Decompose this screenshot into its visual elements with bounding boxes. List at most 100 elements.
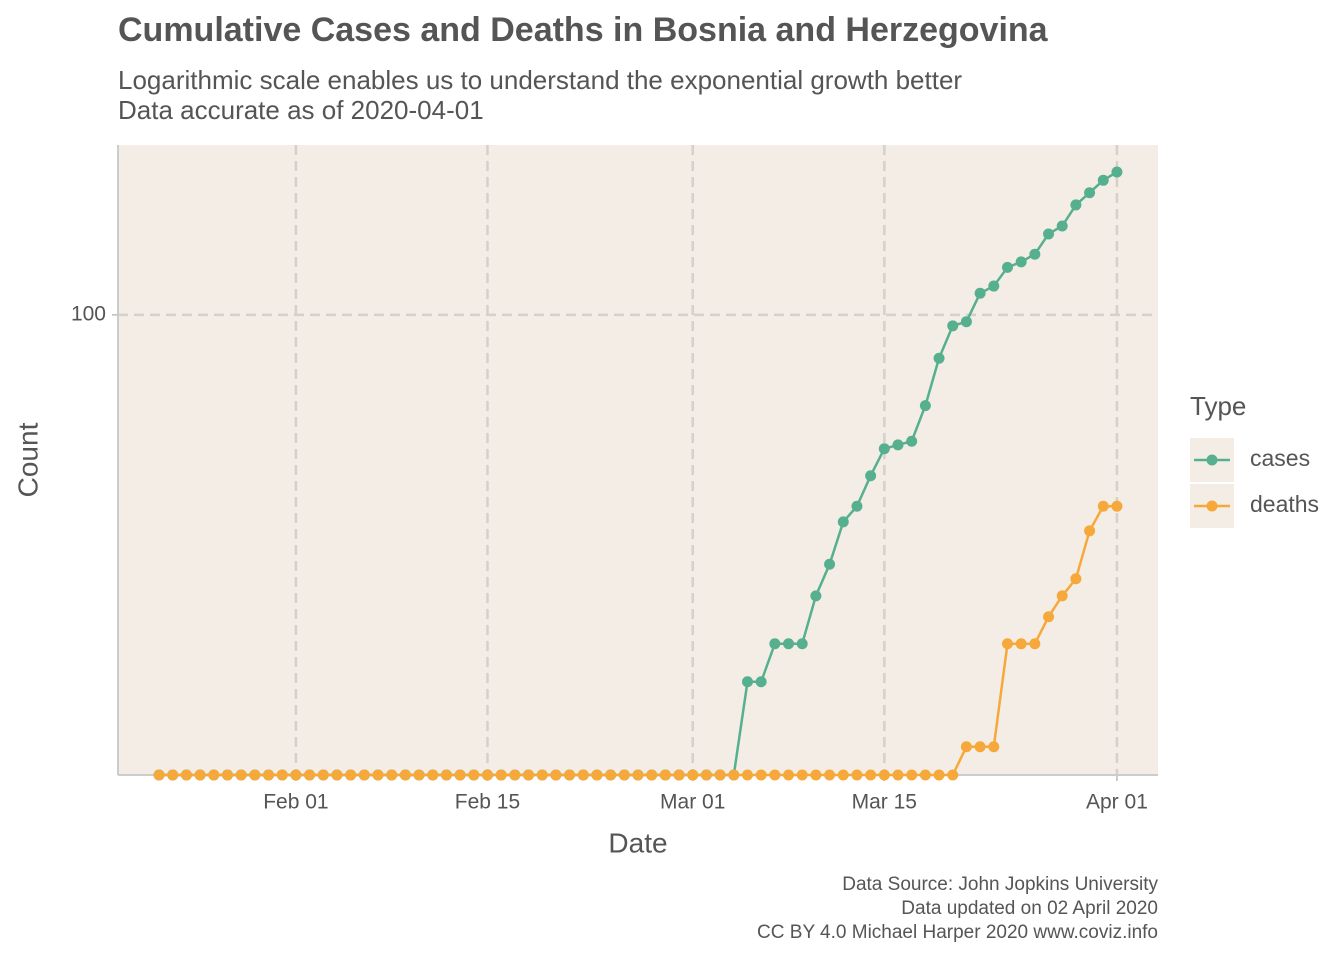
data-point — [331, 769, 343, 781]
data-point — [550, 769, 562, 781]
data-point — [960, 741, 972, 753]
caption: Data updated on 02 April 2020 — [901, 898, 1158, 919]
x-axis-title: Date — [608, 827, 667, 858]
data-point — [947, 769, 959, 781]
data-point — [933, 352, 945, 364]
data-point — [249, 769, 261, 781]
data-point — [564, 769, 576, 781]
data-point — [1029, 638, 1041, 650]
data-point — [769, 769, 781, 781]
data-point — [605, 769, 617, 781]
chart-title: Cumulative Cases and Deaths in Bosnia an… — [118, 11, 1049, 49]
data-point — [933, 769, 945, 781]
data-point — [1084, 187, 1096, 199]
data-point — [180, 769, 192, 781]
legend-title: Type — [1190, 391, 1246, 421]
data-point — [1043, 228, 1055, 240]
data-point — [974, 741, 986, 753]
data-point — [865, 470, 877, 482]
data-point — [317, 769, 329, 781]
data-point — [728, 769, 740, 781]
data-point — [741, 769, 753, 781]
data-point — [769, 638, 781, 650]
data-point — [824, 769, 836, 781]
x-tick-label: Feb 15 — [455, 791, 520, 814]
data-point — [1015, 638, 1027, 650]
data-point — [851, 769, 863, 781]
data-point — [208, 769, 220, 781]
subtitle: Data accurate as of 2020-04-01 — [118, 95, 484, 125]
data-point — [988, 280, 1000, 292]
data-point — [659, 769, 671, 781]
data-point — [386, 769, 398, 781]
data-point — [1015, 256, 1027, 268]
data-point — [591, 769, 603, 781]
plot-panel — [118, 145, 1158, 775]
data-point — [906, 435, 918, 447]
data-point — [892, 769, 904, 781]
data-point — [974, 287, 986, 299]
data-point — [1111, 500, 1123, 512]
data-point — [851, 500, 863, 512]
data-point — [221, 769, 233, 781]
data-point — [440, 769, 452, 781]
data-point — [235, 769, 247, 781]
x-tick-label: Mar 01 — [660, 791, 725, 814]
data-point — [947, 320, 959, 332]
data-point — [1001, 261, 1013, 273]
data-point — [509, 769, 521, 781]
data-point — [1070, 573, 1082, 585]
data-point — [536, 769, 548, 781]
data-point — [468, 769, 480, 781]
data-point — [1056, 220, 1068, 232]
data-point — [865, 769, 877, 781]
data-point — [1029, 248, 1041, 260]
data-point — [358, 769, 370, 781]
data-point — [399, 769, 411, 781]
x-tick-label: Mar 15 — [852, 791, 917, 814]
data-point — [618, 769, 630, 781]
data-point — [810, 590, 822, 602]
data-point — [481, 769, 493, 781]
data-point — [878, 769, 890, 781]
data-point — [687, 769, 699, 781]
data-point — [796, 769, 808, 781]
y-tick-label: 100 — [71, 302, 106, 325]
data-point — [810, 769, 822, 781]
data-point — [824, 558, 836, 570]
data-point — [741, 676, 753, 688]
data-point — [837, 769, 849, 781]
data-point — [783, 638, 795, 650]
data-point — [577, 769, 589, 781]
data-point — [523, 769, 535, 781]
data-point — [783, 769, 795, 781]
data-point — [700, 769, 712, 781]
data-point — [796, 638, 808, 650]
data-point — [1111, 166, 1123, 178]
data-point — [837, 516, 849, 528]
data-point — [646, 769, 658, 781]
data-point — [919, 400, 931, 412]
data-point — [1001, 638, 1013, 650]
data-point — [1070, 199, 1082, 211]
data-point — [878, 443, 890, 455]
data-point — [919, 769, 931, 781]
data-point — [960, 316, 972, 328]
caption: Data Source: John Jopkins University — [842, 874, 1158, 895]
data-point — [892, 439, 904, 451]
data-point — [988, 741, 1000, 753]
data-point — [263, 769, 275, 781]
caption: CC BY 4.0 Michael Harper 2020 www.coviz.… — [757, 922, 1158, 943]
data-point — [276, 769, 288, 781]
data-point — [1097, 174, 1109, 186]
x-tick-label: Feb 01 — [263, 791, 328, 814]
legend-point — [1206, 500, 1218, 512]
data-point — [290, 769, 302, 781]
data-point — [153, 769, 165, 781]
data-point — [1056, 590, 1068, 602]
data-point — [194, 769, 206, 781]
data-point — [1084, 525, 1096, 537]
data-point — [427, 769, 439, 781]
data-point — [755, 676, 767, 688]
subtitle: Logarithmic scale enables us to understa… — [118, 65, 962, 95]
